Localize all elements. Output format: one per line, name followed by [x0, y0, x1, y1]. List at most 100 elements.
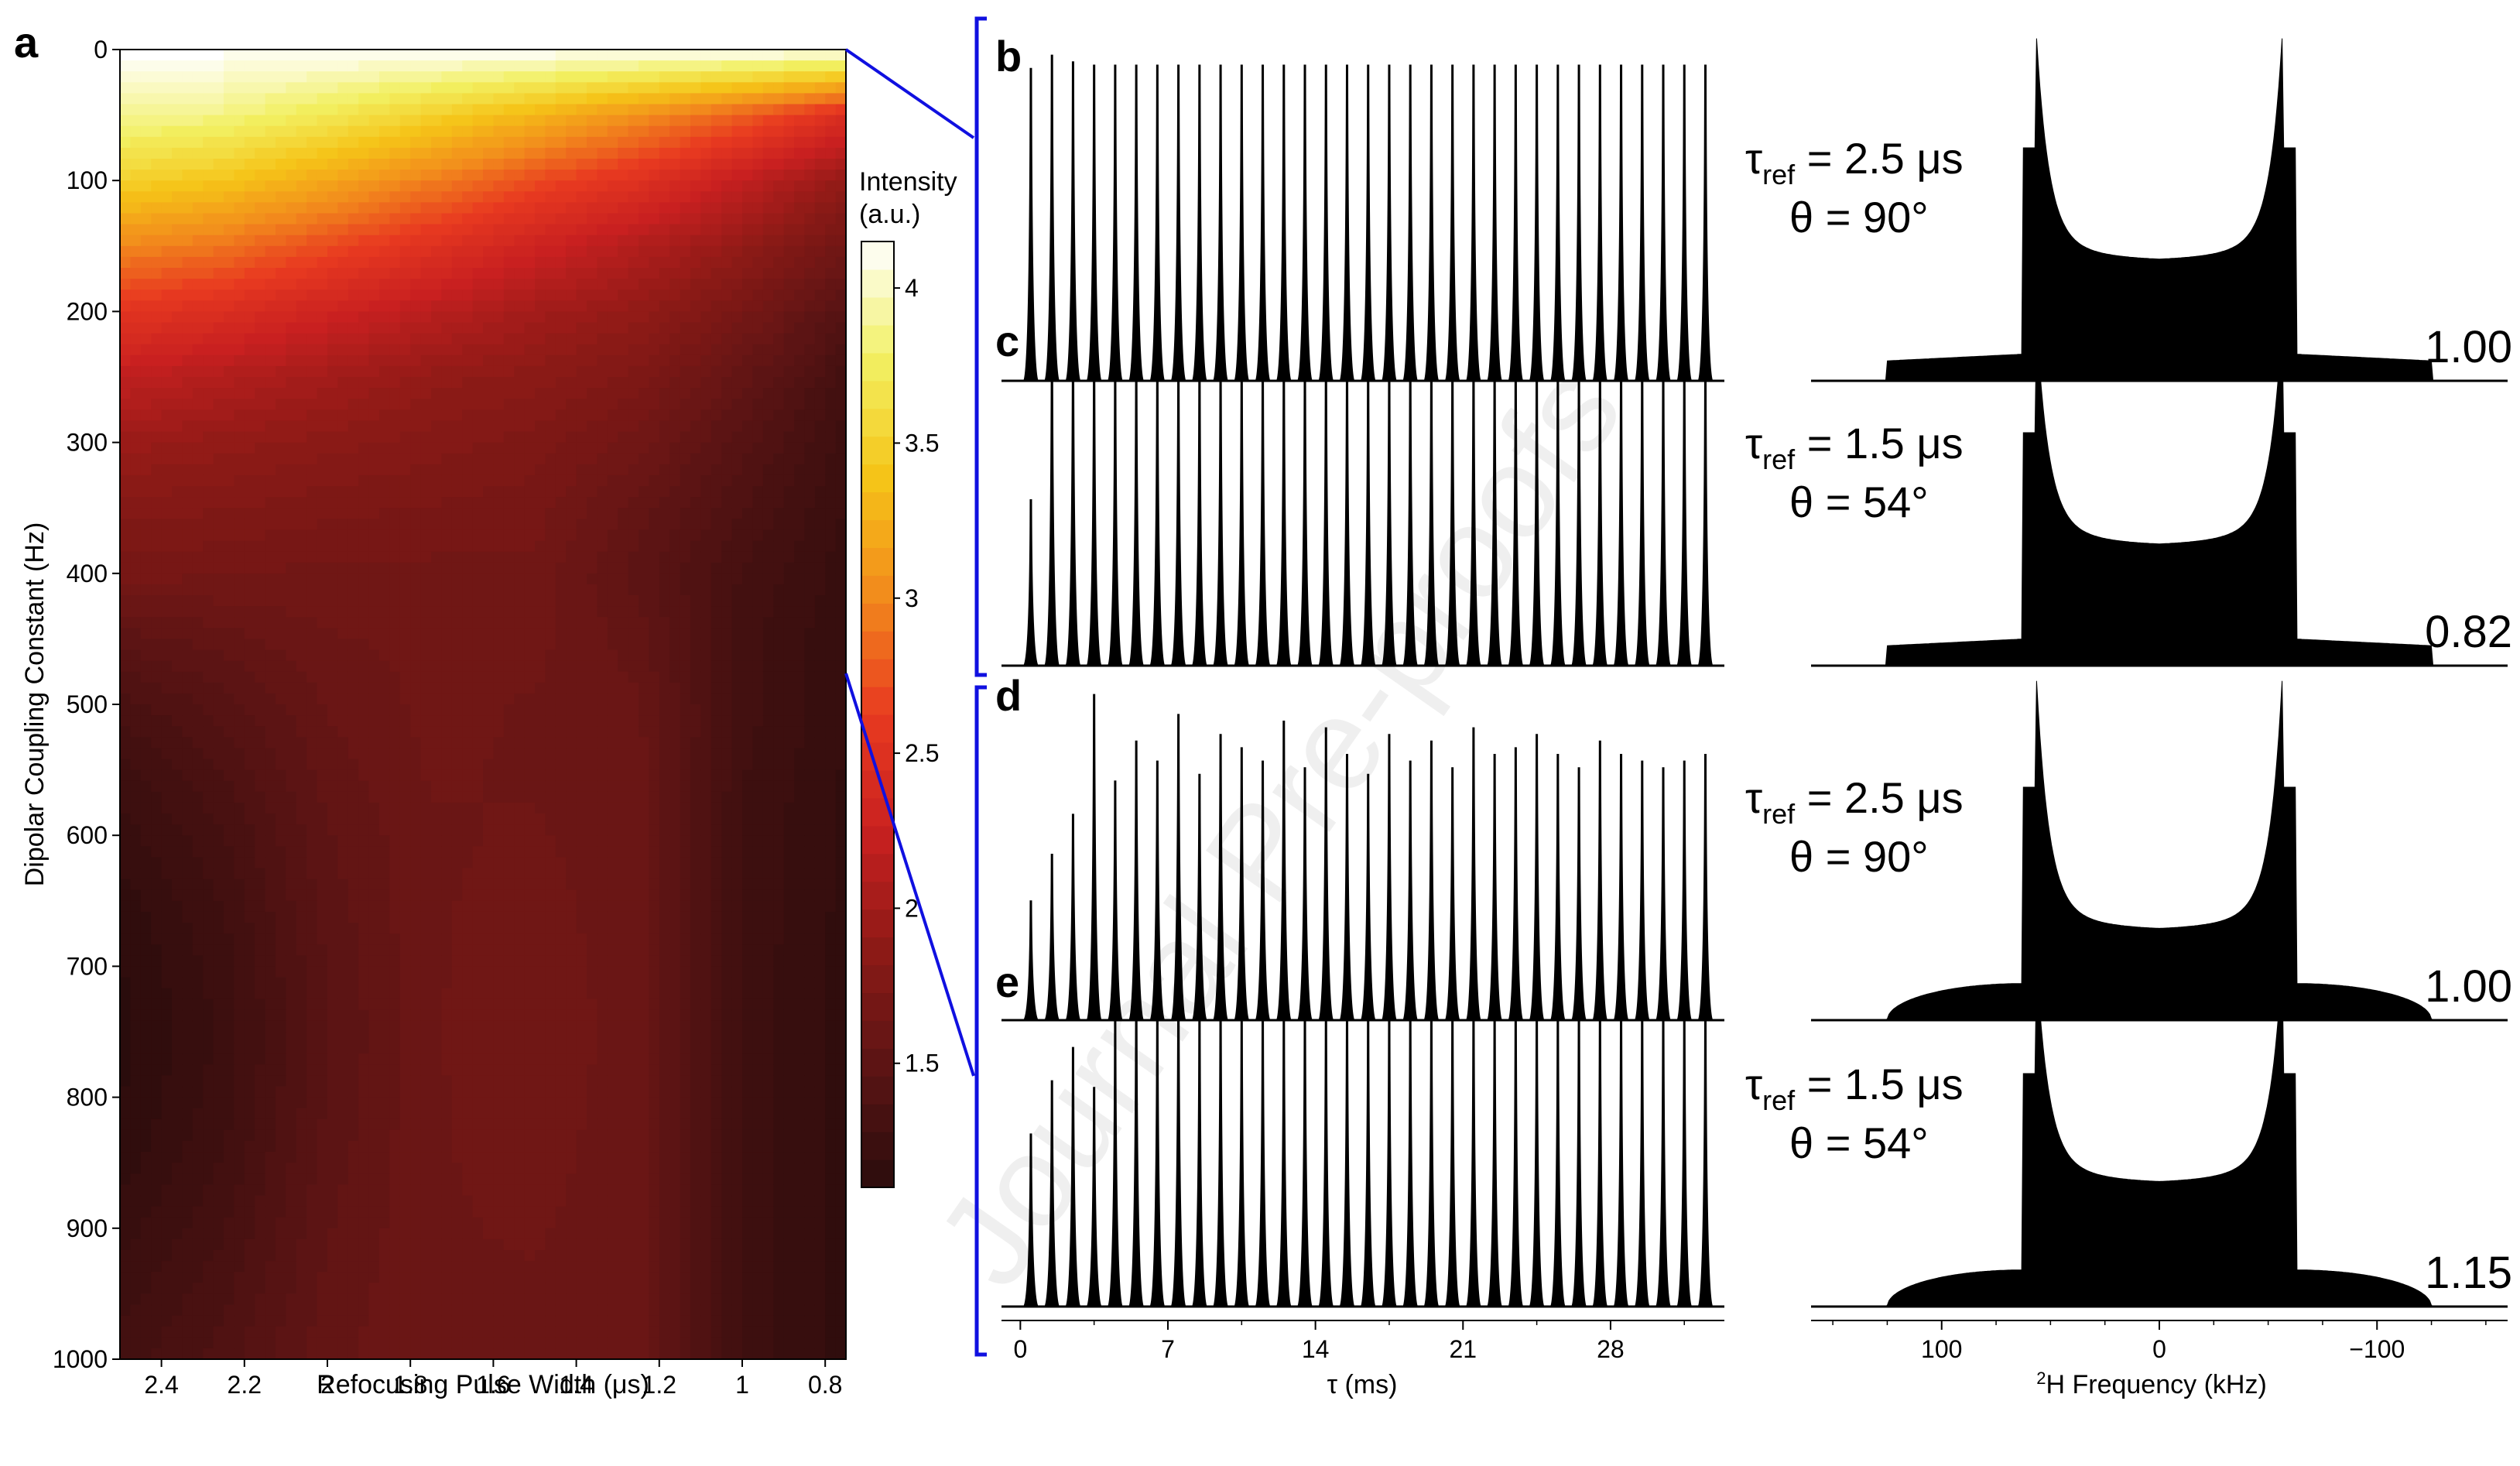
heatmap-cell: [420, 628, 432, 639]
heatmap-cell: [472, 420, 484, 433]
heatmap-cell: [535, 311, 546, 324]
heatmap-cell: [182, 1064, 193, 1076]
heatmap-cell: [286, 617, 297, 629]
heatmap-cell: [286, 442, 297, 454]
heatmap-cell: [286, 311, 297, 324]
heatmap-cell: [140, 617, 152, 629]
heatmap-cell: [441, 900, 453, 913]
heatmap-cell: [441, 529, 453, 542]
heatmap-cell: [420, 497, 432, 509]
heatmap-cell: [317, 224, 328, 236]
heatmap-cell: [348, 1283, 359, 1294]
heatmap-cell: [255, 628, 266, 639]
heatmap-cell: [399, 584, 411, 596]
heatmap-cell: [296, 573, 307, 585]
heatmap-cell: [420, 911, 432, 923]
heatmap-cell: [203, 464, 214, 476]
heatmap-cell: [524, 71, 536, 83]
heatmap-cell: [483, 879, 494, 891]
heatmap-cell: [535, 289, 546, 301]
heatmap-cell: [472, 486, 484, 498]
heatmap-cell: [203, 1293, 214, 1306]
heatmap-cell: [420, 420, 432, 433]
heatmap-cell: [213, 1163, 224, 1174]
heatmap-cell: [368, 900, 380, 913]
heatmap-cell: [327, 1118, 338, 1131]
heatmap-cell: [276, 780, 286, 793]
heatmap-cell: [161, 1173, 173, 1185]
heatmap-cell: [120, 224, 131, 236]
heatmap-cell: [327, 813, 338, 825]
heatmap-cell: [255, 639, 266, 651]
heatmap-cell: [234, 388, 245, 399]
heatmap-cell: [348, 998, 359, 1011]
heatmap-cell: [120, 857, 131, 869]
heatmap-cell: [420, 213, 432, 225]
heatmap-cell: [265, 1217, 276, 1229]
heatmap-cell: [203, 104, 214, 116]
heatmap-cell: [483, 1141, 494, 1153]
heatmap-cell: [545, 409, 556, 421]
heatmap-cell: [462, 170, 474, 181]
heatmap-cell: [276, 453, 286, 465]
heatmap-cell: [441, 508, 453, 519]
heatmap-cell: [244, 551, 255, 563]
heatmap-cell: [234, 159, 245, 170]
heatmap-cell: [255, 60, 266, 72]
heatmap-cell: [327, 1141, 338, 1153]
heatmap-cell: [255, 453, 266, 465]
heatmap-cell: [410, 365, 422, 378]
heatmap-cell: [296, 1141, 307, 1153]
heatmap-cell: [286, 431, 297, 444]
heatmap-cell: [286, 147, 297, 159]
heatmap-cell: [451, 693, 463, 705]
heatmap-cell: [234, 1337, 245, 1349]
heatmap-cell: [483, 529, 494, 542]
heatmap-cell: [493, 180, 505, 192]
heatmap-cell: [286, 289, 297, 301]
heatmap-cell: [327, 1293, 338, 1306]
heatmap-cell: [451, 50, 463, 61]
heatmap-cell: [545, 464, 556, 476]
heatmap-cell: [472, 1195, 484, 1207]
heatmap-cell: [472, 224, 484, 236]
heatmap-cell: [130, 464, 142, 476]
heatmap-cell: [265, 71, 276, 83]
heatmap-cell: [337, 180, 349, 192]
heatmap-cell: [420, 508, 432, 519]
heatmap-cell: [514, 780, 526, 793]
heatmap-cell: [389, 671, 401, 683]
heatmap-cell: [410, 409, 422, 421]
heatmap-cell: [348, 213, 359, 225]
heatmap-cell: [420, 147, 432, 159]
heatmap-cell: [296, 813, 307, 825]
heatmap-cell: [514, 540, 526, 553]
heatmap-cell: [276, 737, 286, 748]
heatmap-cell: [358, 1293, 370, 1306]
heatmap-cell: [244, 802, 255, 814]
heatmap-cell: [389, 50, 401, 61]
heatmap-cell: [172, 573, 183, 585]
heatmap-cell: [120, 933, 131, 945]
heatmap-cell: [358, 1315, 370, 1327]
heatmap-cell: [472, 639, 484, 651]
heatmap-cell: [244, 377, 255, 389]
heatmap-cell: [161, 769, 173, 782]
heatmap-cell: [462, 649, 474, 662]
heatmap-cell: [431, 693, 442, 705]
heatmap-cell: [399, 1075, 411, 1088]
heatmap-cell: [368, 125, 380, 138]
heatmap-cell: [172, 791, 183, 803]
heatmap-cell: [286, 82, 297, 94]
heatmap-cell: [451, 300, 463, 312]
heatmap-cell: [255, 737, 266, 748]
heatmap-cell: [545, 311, 556, 324]
heatmap-cell: [462, 388, 474, 399]
heatmap-cell: [472, 1075, 484, 1088]
heatmap-cell: [172, 388, 183, 399]
heatmap-cell: [244, 889, 255, 902]
heatmap-cell: [286, 104, 297, 116]
heatmap-cell: [379, 835, 390, 847]
heatmap-cell: [348, 1315, 359, 1327]
heatmap-cell: [120, 377, 131, 389]
